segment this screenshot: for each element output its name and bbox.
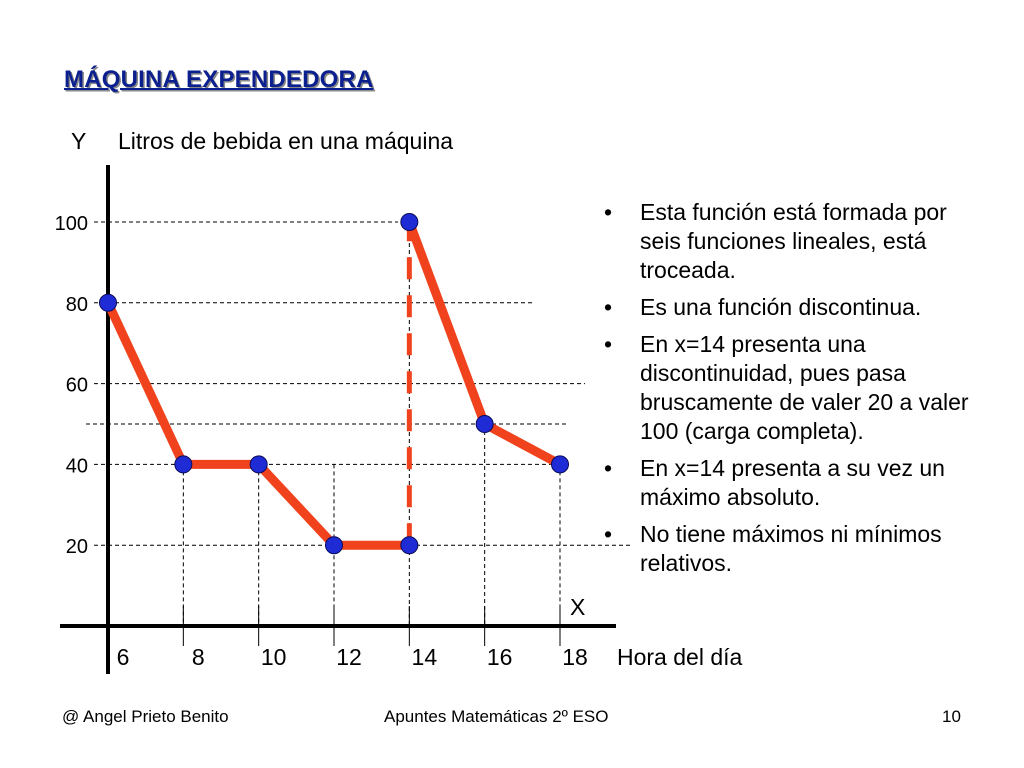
bullet-list: Esta función está formada por seis funci…	[604, 198, 984, 586]
y-tick-label: 80	[66, 294, 88, 316]
data-point	[174, 455, 193, 474]
chart-series-line	[103, 217, 565, 550]
chart-title: Litros de bebida en una máquina	[118, 128, 453, 154]
x-axis-letter: X	[570, 594, 585, 620]
data-point	[400, 536, 419, 555]
y-tick-label: 60	[66, 375, 88, 397]
x-tick-label: 14	[412, 644, 438, 670]
chart-axes	[60, 165, 616, 674]
data-point	[400, 213, 419, 231]
data-point	[551, 455, 569, 474]
series-segment	[480, 419, 565, 469]
bullet-item: No tiene máximos ni mínimos relativos.	[604, 520, 984, 578]
chart-points	[99, 213, 569, 555]
bullet-item: En x=14 presenta a su vez un máximo abso…	[604, 454, 984, 512]
y-axis-letter: Y	[71, 128, 86, 154]
x-tick-label: 16	[487, 644, 513, 670]
y-tick-label: 40	[66, 455, 88, 477]
x-tick-label: 10	[261, 644, 287, 670]
bullet-item: En x=14 presenta una discontinuidad, pue…	[604, 330, 984, 446]
data-point	[249, 455, 268, 474]
data-point	[475, 415, 494, 433]
footer-course: Apuntes Matemáticas 2º ESO	[384, 707, 609, 726]
y-tick-label: 100	[55, 213, 88, 235]
bullet-item: Es una función discontinua.	[604, 293, 984, 322]
x-tick-label: 8	[192, 644, 205, 670]
chart-labels: Y Litros de bebida en una máquina X Hora…	[71, 128, 743, 670]
x-tick-label: 18	[562, 644, 588, 670]
x-tick-label: 12	[336, 644, 362, 670]
x-axis-label: Hora del día	[617, 644, 743, 670]
footer-page-number: 10	[942, 707, 961, 726]
data-point	[325, 536, 343, 555]
data-point	[99, 293, 117, 312]
series-segment	[103, 298, 188, 469]
bullet-item: Esta función está formada por seis funci…	[604, 198, 984, 285]
x-tick-label: 6	[117, 644, 130, 670]
series-segment	[404, 217, 490, 429]
footer-author: @ Angel Prieto Benito	[62, 707, 229, 726]
series-segment	[254, 459, 339, 550]
chart-ticks: 20 40 60 80 100 6 8 10 12 14 16 18	[55, 213, 588, 670]
slide-title: MÁQUINA EXPENDEDORA	[64, 66, 374, 93]
y-tick-label: 20	[66, 536, 88, 558]
